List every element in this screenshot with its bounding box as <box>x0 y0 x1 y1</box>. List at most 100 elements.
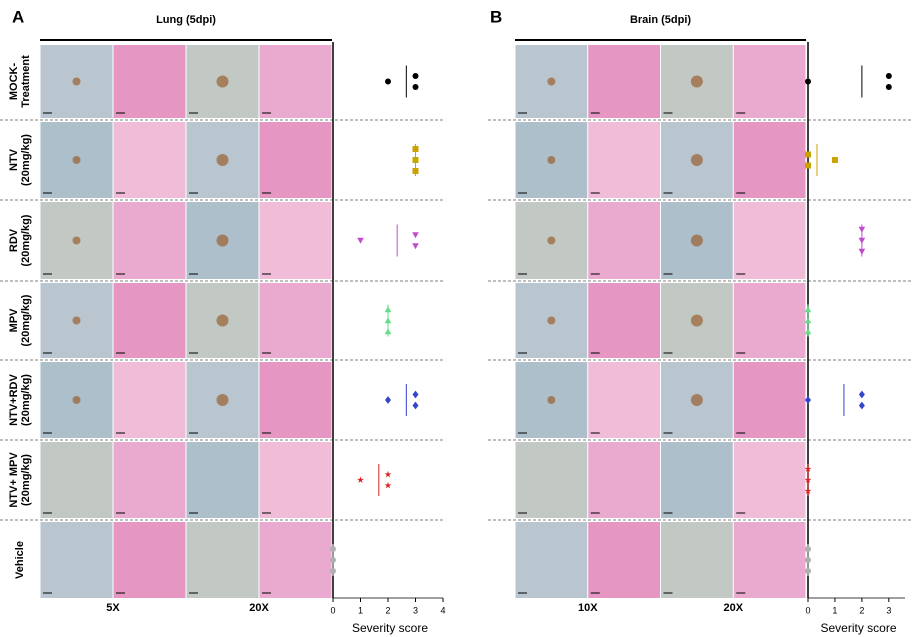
micrograph <box>588 202 660 279</box>
panel-letter: B <box>490 7 502 26</box>
data-point <box>385 78 391 85</box>
data-point <box>858 390 865 399</box>
micrograph <box>113 202 186 279</box>
stain-spot <box>547 316 556 325</box>
row-label: Treatment <box>20 55 32 108</box>
data-point <box>412 84 419 90</box>
stain-spot <box>72 396 81 404</box>
micrograph <box>588 45 660 118</box>
x-tick-label: 2 <box>859 605 864 615</box>
micrograph <box>113 45 186 118</box>
data-point <box>330 568 336 574</box>
panel-title: Brain (5dpi) <box>630 14 691 26</box>
data-point <box>804 328 812 335</box>
data-point <box>831 157 838 163</box>
micrograph <box>733 122 806 198</box>
data-point <box>805 557 811 563</box>
data-point <box>384 328 392 335</box>
row-label: MOCK- <box>8 63 20 101</box>
data-point <box>357 237 364 244</box>
data-point <box>385 396 391 404</box>
row-label: MPV <box>8 308 20 333</box>
magnification-label: 20X <box>723 602 743 614</box>
panel-letter: A <box>12 7 24 26</box>
micrograph <box>259 45 332 118</box>
row-label: (20mg/kg) <box>20 454 32 506</box>
data-point <box>330 546 336 552</box>
data-point <box>804 476 812 483</box>
data-point <box>858 401 865 410</box>
x-tick-label: 0 <box>330 605 335 615</box>
data-point <box>384 317 392 324</box>
magnification-label: 10X <box>578 602 598 614</box>
micrograph <box>259 442 332 518</box>
x-tick-label: 4 <box>440 605 445 615</box>
stain-spot <box>690 75 703 88</box>
data-point <box>412 146 419 152</box>
micrograph <box>588 283 660 358</box>
micrograph <box>661 522 733 598</box>
data-point <box>412 243 419 250</box>
data-point <box>805 151 811 158</box>
data-point <box>412 73 419 79</box>
micrograph <box>40 522 113 598</box>
row-label: NTV+ MPV <box>8 452 20 508</box>
stain-spot <box>690 314 703 327</box>
data-point <box>804 465 812 472</box>
row-label: NTV <box>8 148 20 171</box>
data-point <box>412 390 419 399</box>
data-point <box>330 557 336 563</box>
stain-spot <box>690 234 703 247</box>
data-point <box>384 481 392 489</box>
stain-spot <box>547 156 556 164</box>
data-point <box>412 232 419 239</box>
data-point <box>805 568 811 574</box>
data-point <box>885 84 892 90</box>
data-point <box>412 157 419 163</box>
stain-spot <box>72 156 81 164</box>
panel-title: Lung (5dpi) <box>156 14 216 26</box>
row-label: (20mg/kg) <box>20 134 32 186</box>
micrograph <box>259 362 332 438</box>
stain-spot <box>690 154 703 166</box>
micrograph <box>661 442 733 518</box>
micrograph <box>113 283 186 358</box>
stain-spot <box>216 394 229 406</box>
data-point <box>804 306 812 313</box>
micrograph <box>113 522 186 598</box>
micrograph <box>515 522 588 598</box>
stain-spot <box>216 234 229 247</box>
data-point <box>804 487 812 494</box>
micrograph <box>259 522 332 598</box>
data-point <box>805 78 811 85</box>
micrograph <box>259 122 332 198</box>
row-label: NTV+RDV <box>8 374 20 426</box>
magnification-label: 5X <box>106 602 120 614</box>
x-tick-label: 3 <box>886 605 891 615</box>
micrograph <box>113 442 186 518</box>
stain-spot <box>690 394 703 406</box>
micrograph <box>733 202 806 279</box>
micrograph <box>186 522 259 598</box>
row-label: (20mg/kg) <box>20 294 32 346</box>
micrograph <box>733 522 806 598</box>
data-point <box>384 470 392 478</box>
row-label: RDV <box>8 228 20 252</box>
data-point <box>357 476 364 483</box>
micrograph <box>733 45 806 118</box>
row-label: (20mg/kg) <box>20 374 32 426</box>
data-point <box>885 73 892 79</box>
stain-spot <box>547 236 556 245</box>
stain-spot <box>216 75 229 88</box>
row-label: (20mg/kg) <box>20 214 32 266</box>
micrograph <box>186 442 259 518</box>
micrograph <box>588 442 660 518</box>
data-point <box>805 546 811 552</box>
micrograph <box>733 283 806 358</box>
x-tick-label: 3 <box>413 605 418 615</box>
stain-spot <box>72 316 81 325</box>
stain-spot <box>72 236 81 245</box>
micrograph <box>733 442 806 518</box>
stain-spot <box>72 77 81 86</box>
